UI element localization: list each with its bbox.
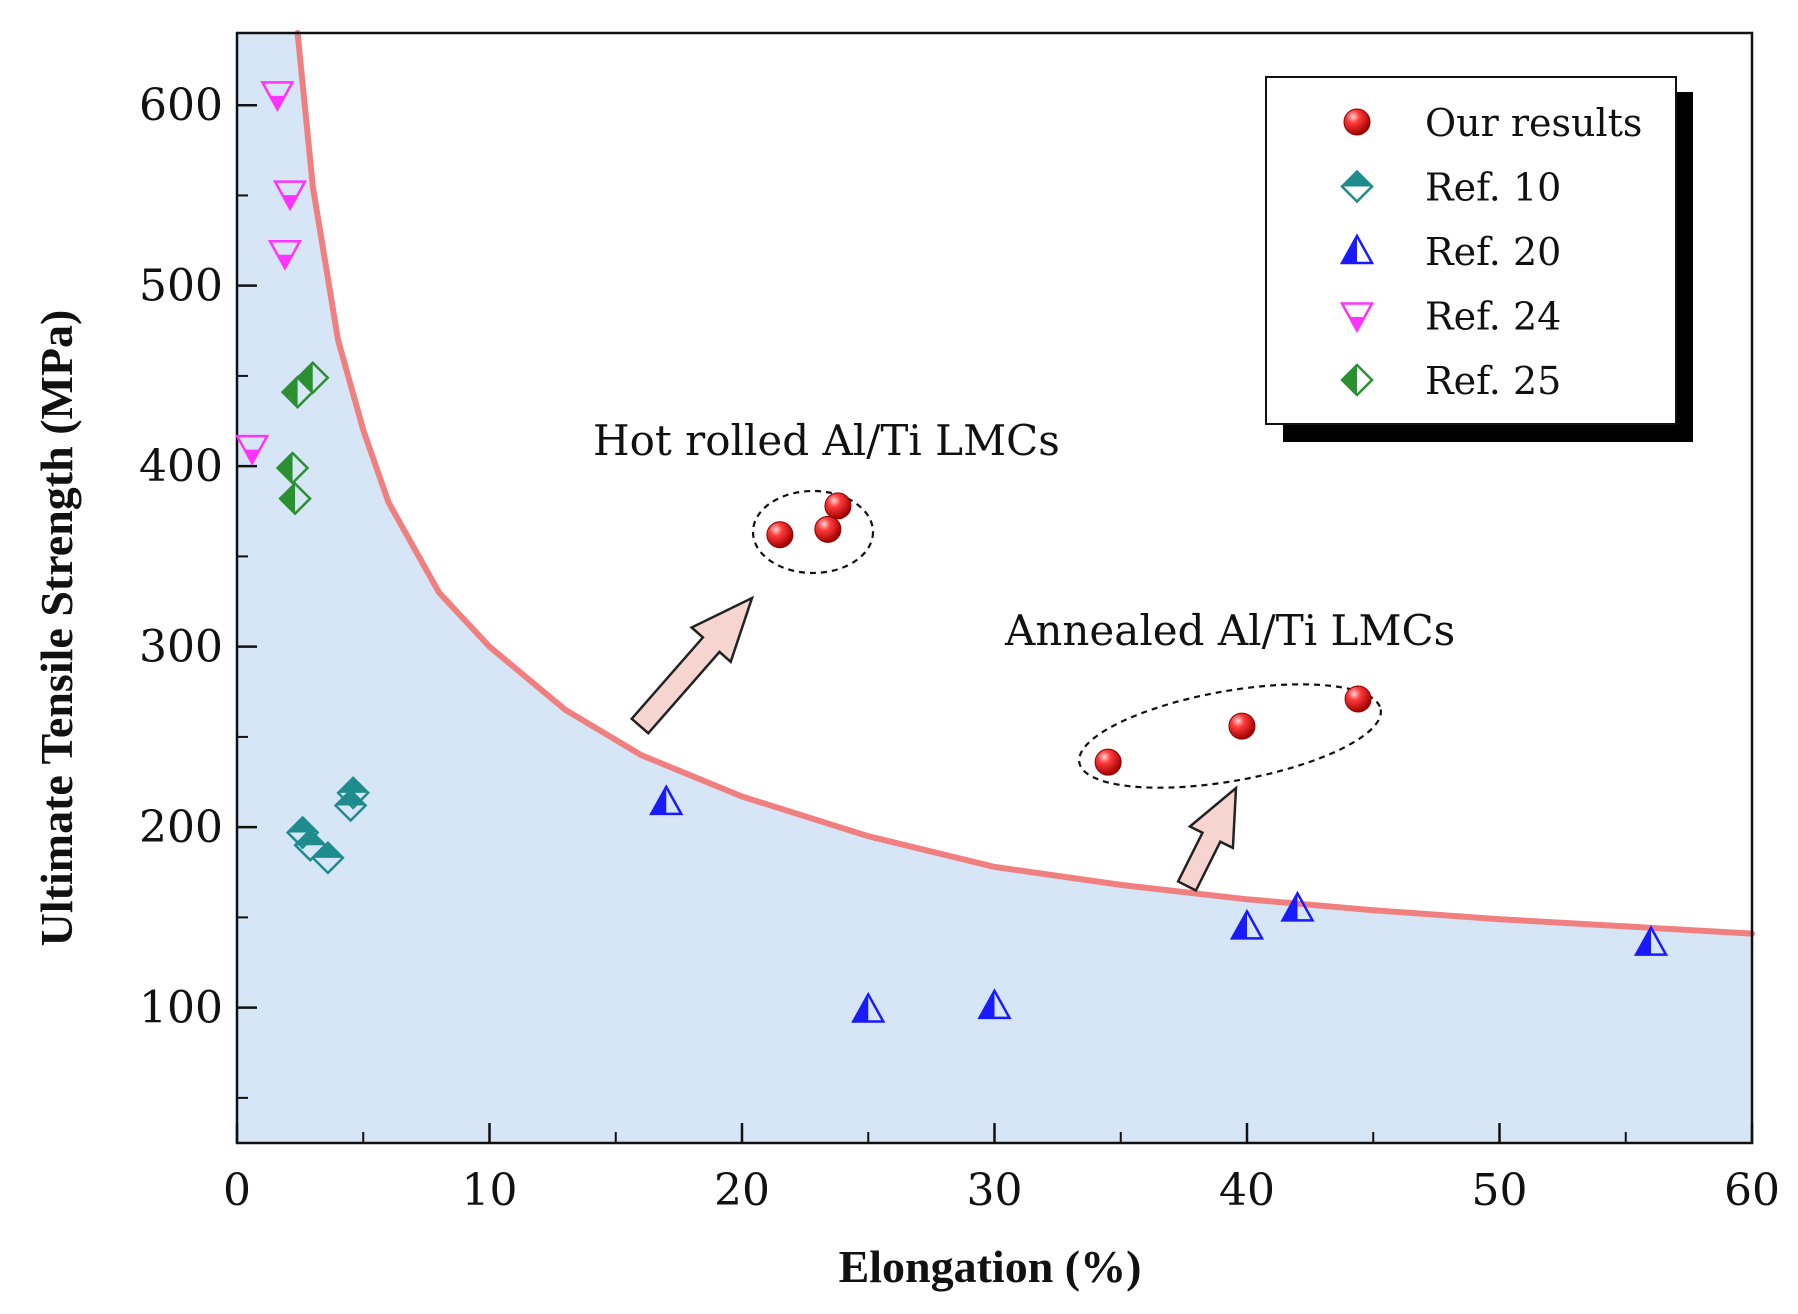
legend-marker-2 bbox=[1339, 233, 1375, 265]
x-tick-label: 40 bbox=[1219, 1165, 1275, 1216]
data-points-layer bbox=[235, 81, 1669, 1023]
data-point-series-0 bbox=[1228, 712, 1256, 740]
annealed-arrow bbox=[1176, 785, 1238, 893]
data-point-series-0 bbox=[1094, 748, 1122, 776]
annealed-label: Annealed Al/Ti LMCs bbox=[1004, 606, 1455, 655]
data-point-series-4 bbox=[275, 451, 310, 485]
legend-label: Ref. 25 bbox=[1425, 359, 1561, 403]
x-tick-label: 50 bbox=[1472, 1165, 1528, 1216]
data-point-series-0 bbox=[1344, 685, 1372, 713]
boundary-curve-layer bbox=[294, 30, 1755, 937]
legend-box bbox=[1265, 76, 1677, 425]
shaded-region bbox=[237, 33, 1752, 1143]
x-axis-title: Elongation (%) bbox=[839, 1241, 1142, 1292]
data-point-series-4 bbox=[295, 360, 330, 395]
data-point-series-0 bbox=[814, 515, 842, 543]
shaded-region-layer bbox=[237, 33, 1752, 1143]
data-point-series-3 bbox=[235, 434, 270, 466]
data-point-series-2 bbox=[649, 784, 684, 816]
legend-marker-0 bbox=[1343, 108, 1371, 136]
data-point-series-1 bbox=[311, 841, 345, 875]
y-axis-title: Ultimate Tensile Strength (MPa) bbox=[31, 310, 82, 947]
hot-rolled-ellipse bbox=[751, 489, 875, 575]
data-point-series-2 bbox=[1633, 925, 1669, 956]
x-tick-label: 0 bbox=[223, 1165, 251, 1216]
data-point-series-0 bbox=[766, 521, 794, 549]
x-tick-label: 10 bbox=[462, 1165, 518, 1216]
y-tick-label: 200 bbox=[139, 802, 223, 853]
data-point-series-2 bbox=[851, 991, 886, 1023]
legend-marker-1 bbox=[1340, 169, 1374, 204]
hot-rolled-label: Hot rolled Al/Ti LMCs bbox=[593, 416, 1060, 465]
data-point-series-2 bbox=[1280, 890, 1315, 922]
legend-label: Ref. 10 bbox=[1425, 166, 1561, 210]
data-point-series-4 bbox=[278, 481, 312, 516]
legend-label: Ref. 20 bbox=[1425, 230, 1561, 274]
y-tick-label: 100 bbox=[139, 983, 223, 1034]
y-tick-label: 400 bbox=[139, 441, 223, 492]
axis-ticks: 0 10 20 30 40 50 60 100 200 300 400 500 600 bbox=[139, 80, 1780, 1216]
annotations-layer: Hot rolled Al/Ti LMCs Annealed Al/Ti LMCs bbox=[593, 416, 1455, 893]
data-point-series-3 bbox=[260, 81, 295, 112]
annealed-ellipse bbox=[1078, 683, 1382, 789]
legend-label: Ref. 24 bbox=[1425, 295, 1561, 339]
y-tick-label: 600 bbox=[139, 80, 223, 131]
data-point-series-3 bbox=[272, 180, 308, 212]
x-tick-label: 60 bbox=[1724, 1165, 1780, 1216]
data-point-series-2 bbox=[1229, 908, 1265, 940]
legend-marker-4 bbox=[1340, 363, 1374, 397]
legend-marker-3 bbox=[1339, 302, 1375, 334]
boundary-curve bbox=[294, 30, 1755, 937]
data-point-series-0 bbox=[824, 492, 852, 520]
x-tick-label: 30 bbox=[967, 1165, 1023, 1216]
legend: Our results Ref. 10 Ref. 20 Ref. 24 Ref. 25 bbox=[1265, 76, 1693, 442]
data-point-series-2 bbox=[977, 988, 1012, 1020]
y-tick-label: 500 bbox=[139, 261, 223, 312]
legend-label: Our results bbox=[1425, 101, 1642, 145]
x-tick-label: 20 bbox=[714, 1165, 770, 1216]
data-point-series-1 bbox=[336, 776, 370, 810]
data-point-series-3 bbox=[267, 239, 303, 271]
hot-rolled-arrow bbox=[629, 595, 755, 735]
y-tick-label: 300 bbox=[139, 622, 223, 673]
